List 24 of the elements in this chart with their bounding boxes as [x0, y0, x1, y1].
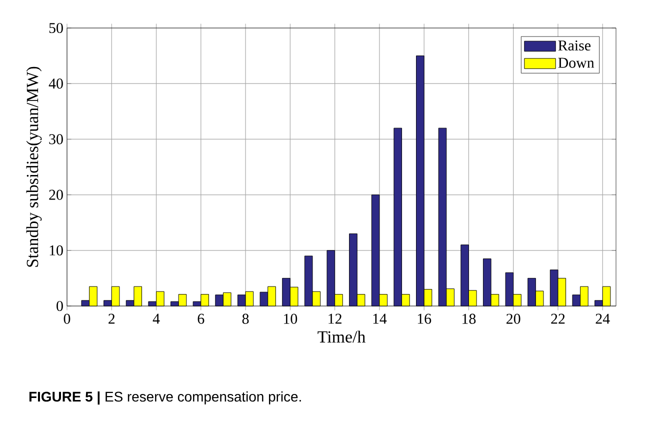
y-tick-label: 30	[49, 134, 63, 144]
legend-label: Down	[558, 58, 594, 68]
x-tick-label: 4	[152, 314, 160, 324]
x-tick-label: 14	[373, 314, 387, 324]
x-tick-label: 24	[596, 314, 610, 324]
x-tick-label: 12	[328, 314, 342, 324]
x-tick-label: 8	[242, 314, 249, 324]
y-axis-title: Standby subsidies(yuan/MW)	[26, 66, 42, 267]
x-tick-label: 2	[108, 314, 115, 324]
x-tick-label: 6	[198, 314, 204, 324]
y-tick-label: 40	[48, 78, 63, 89]
x-tick-label: 18	[462, 314, 476, 324]
y-tick-label: 10	[50, 245, 63, 256]
x-axis-title: Time/h	[318, 330, 366, 343]
legend-label: Raise	[558, 40, 591, 51]
x-tick-label: 16	[418, 314, 432, 324]
y-tick-label: 0	[56, 300, 63, 312]
x-tick-label: 0	[64, 314, 70, 324]
x-tick-label: 20	[506, 314, 520, 324]
y-tick-label: 50	[49, 22, 63, 34]
x-tick-label: 22	[551, 314, 565, 324]
y-tick-label: 20	[49, 190, 63, 200]
x-tick-label: 10	[284, 314, 298, 324]
text: FIGURE 5 | ES reserve compensation price.	[29, 391, 301, 405]
